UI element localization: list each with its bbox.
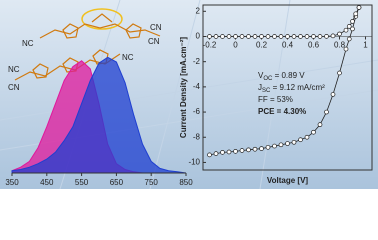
- jv-point: [233, 34, 238, 39]
- atom-label: CN: [8, 83, 20, 92]
- jv-point: [304, 34, 310, 39]
- atom-label: NC: [22, 39, 34, 48]
- annotation: PCE = 4.30%: [258, 107, 306, 116]
- atom-label: NC: [8, 65, 20, 74]
- jv-point: [226, 149, 232, 155]
- jv-point: [337, 31, 342, 37]
- jv-point: [265, 34, 271, 39]
- jv-point: [337, 70, 342, 76]
- jv-point: [246, 34, 251, 39]
- annotation: FF = 53%: [258, 95, 293, 104]
- jv-point: [343, 46, 349, 52]
- annotation-part: OC: [263, 76, 273, 82]
- x-tick-label: -0.2: [203, 41, 217, 50]
- x-tick-label: 0.2: [256, 41, 268, 50]
- y-tick-label: -2: [193, 57, 201, 66]
- jv-point: [346, 36, 352, 42]
- y-axis-title: Current Density [mA.cm⁻²]: [179, 37, 188, 138]
- jv-point: [207, 34, 212, 39]
- jv-point: [356, 5, 362, 10]
- x-tick-label: 0.4: [282, 41, 294, 50]
- x-tick-label: 650: [110, 178, 124, 187]
- jv-point: [353, 11, 359, 17]
- y-tick-label: 0: [196, 32, 201, 41]
- x-tick-label: 550: [75, 178, 89, 187]
- x-tick-label: 850: [179, 178, 193, 187]
- jv-point: [298, 34, 303, 39]
- x-tick-label: 450: [40, 178, 54, 187]
- annotation-part: = 53%: [268, 95, 293, 104]
- x-tick-label: 0.8: [334, 41, 346, 50]
- x-tick-label: 350: [5, 178, 19, 187]
- y-tick-label: -10: [188, 158, 200, 167]
- highlight-ring: [81, 8, 123, 30]
- jv-point: [220, 150, 225, 155]
- plot-frame: [202, 4, 373, 171]
- jv-point: [226, 34, 232, 39]
- jv-point: [278, 34, 284, 39]
- jv-point: [291, 139, 297, 145]
- jv-point: [285, 141, 290, 146]
- x-tick-label: 1: [363, 41, 368, 50]
- jv-point: [265, 144, 271, 150]
- jv-point: [311, 34, 316, 39]
- y-tick-label: -8: [193, 132, 201, 141]
- jv-point: [350, 19, 355, 24]
- jv-point: [246, 147, 251, 153]
- annotation-part: = 4.30%: [274, 107, 306, 116]
- x-tick-label: 0.6: [308, 41, 320, 50]
- annotation-part: = 9.12 mA/cm²: [270, 83, 325, 92]
- jv-point: [324, 109, 329, 115]
- jv-point: [252, 34, 258, 39]
- jv-point: [259, 146, 264, 151]
- jv-point: [350, 26, 355, 32]
- x-tick-label: 750: [145, 178, 159, 187]
- jv-point: [213, 34, 219, 39]
- atom-label: CN: [150, 23, 162, 32]
- jv-point: [207, 152, 212, 158]
- jv-point: [311, 129, 316, 135]
- jv-point: [259, 34, 264, 39]
- jv-point: [285, 34, 290, 39]
- jv-point: [272, 143, 277, 149]
- spectrum-area: [11, 56, 187, 174]
- annotation-part: SC: [262, 88, 271, 94]
- jv-point: [317, 122, 323, 128]
- jv-point: [330, 33, 336, 39]
- annotation-part: J: [258, 83, 262, 92]
- jv-point: [272, 34, 277, 39]
- annotation-part: = 0.89 V: [272, 71, 305, 80]
- y-tick-label: 2: [196, 6, 201, 15]
- jv-point: [304, 134, 310, 140]
- annotation-part: PCE: [258, 107, 275, 116]
- annotation-part: FF: [258, 95, 268, 104]
- jv-point: [233, 149, 238, 154]
- y-tick-label: -6: [193, 107, 201, 116]
- jv-point: [346, 24, 352, 29]
- jv-point: [291, 34, 297, 39]
- jv-point: [252, 146, 258, 152]
- y-tick-label: -4: [193, 82, 201, 91]
- jv-point: [239, 148, 245, 153]
- jv-point: [298, 137, 303, 143]
- annotation-part: V: [258, 71, 264, 80]
- jv-point: [220, 34, 225, 39]
- jv-point: [343, 27, 349, 33]
- x-tick-label: 0: [233, 41, 238, 50]
- jv-point: [239, 34, 245, 39]
- atom-label: CN: [148, 37, 160, 46]
- jv-point: [317, 34, 323, 39]
- jv-point: [330, 92, 336, 97]
- jv-point: [324, 34, 329, 39]
- jv-point: [278, 142, 284, 148]
- atom-label: NC: [122, 53, 134, 62]
- x-axis-title: Voltage [V]: [267, 176, 309, 185]
- jv-point: [213, 151, 219, 156]
- molecule-labels: NC CN NC CN NC CN: [8, 23, 162, 92]
- annotation: VOC = 0.89 V: [258, 71, 305, 81]
- annotation: JSC = 9.12 mA/cm²: [258, 83, 325, 93]
